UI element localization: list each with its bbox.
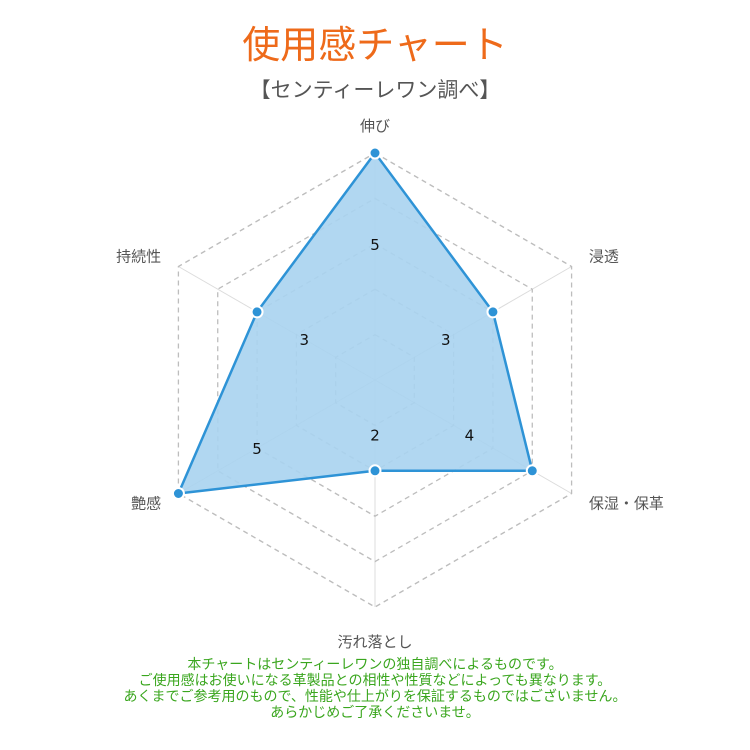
grid-ring (217, 197, 533, 563)
data-label: 5 (252, 440, 262, 458)
data-point (368, 464, 382, 478)
data-point (486, 305, 500, 319)
data-area (177, 151, 534, 495)
data-point (250, 305, 264, 319)
grid-ring (177, 152, 573, 608)
category-label: 伸び (360, 117, 390, 135)
data-point (368, 146, 382, 160)
data-point (171, 487, 185, 500)
note-line: あらかじめご了承くださいませ。 (270, 705, 480, 721)
note-line: 本チャートはセンティーレワンの独自調べによるものです。 (187, 657, 563, 673)
note-line: あくまでご参考用のもので、性能や仕上がりを保証するものではございません。 (123, 689, 627, 705)
data-label: 5 (370, 236, 380, 254)
chart-title: 使用感チャート (242, 23, 508, 67)
data-label: 4 (465, 426, 475, 444)
data-label: 3 (299, 331, 309, 349)
category-label: 艶感 (131, 495, 161, 513)
category-label: 汚れ落とし (337, 633, 412, 651)
data-label: 2 (370, 426, 380, 444)
note-line: ご使用感はお使いになる革製品との相性や性質などによっても異なります。 (138, 673, 612, 689)
category-label: 保湿・保革 (589, 495, 664, 513)
chart-subtitle: 【センティーレワン調べ】 (249, 78, 501, 102)
data-point (525, 464, 539, 478)
category-label: 浸透 (589, 248, 619, 266)
category-label: 持続性 (116, 248, 161, 266)
data-label: 3 (441, 331, 451, 349)
